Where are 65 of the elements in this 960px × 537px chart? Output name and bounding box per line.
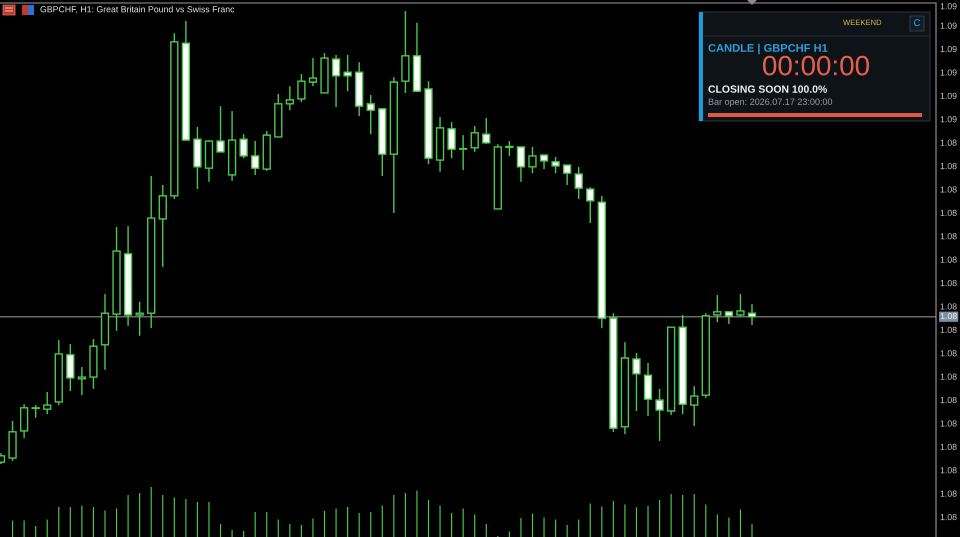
text: 1.09	[940, 22, 957, 29]
candlestick	[551, 156, 560, 174]
text: 1.08	[940, 233, 957, 240]
text: 1.09	[940, 3, 957, 10]
text: 1.08	[940, 490, 957, 497]
candlestick	[332, 54, 340, 108]
candlestick	[297, 73, 306, 103]
chart-title: GBPCHF, H1: Great Britain Pound vs Swiss Franc	[40, 6, 234, 14]
text: 1.08	[940, 444, 957, 450]
candlestick	[586, 186, 594, 224]
text: 1.08	[940, 420, 957, 427]
text: 00:00:00	[763, 56, 869, 76]
candlestick	[632, 352, 641, 412]
text: 1.08	[940, 374, 957, 380]
candlestick	[251, 140, 260, 176]
text: 1.08	[940, 326, 957, 333]
candlestick	[66, 343, 74, 392]
text: 1.09	[940, 69, 957, 76]
candlestick	[528, 146, 537, 174]
annotation: CANDLE | GBPCHF H1	[708, 44, 828, 54]
candlestick	[286, 86, 294, 111]
candlestick	[20, 404, 28, 439]
text: 1.08	[940, 280, 957, 286]
text: C	[914, 19, 920, 26]
annotation: Bar open: 2026.07.17 23:00:00	[708, 98, 832, 107]
text: 1.08	[940, 467, 957, 474]
candlestick	[655, 388, 664, 442]
text: 1.08	[940, 210, 957, 216]
candlestick	[343, 54, 352, 92]
candlestick	[78, 366, 86, 396]
candlestick	[736, 293, 745, 318]
text: 1.08	[940, 140, 957, 146]
candlestick	[308, 57, 318, 87]
text: 1.08	[940, 350, 957, 356]
candlestick	[239, 134, 248, 159]
text: 1.08	[940, 256, 957, 263]
text: 1.08	[940, 396, 957, 404]
candlestick	[574, 166, 583, 200]
candlestick	[713, 294, 722, 323]
text: 1.09	[940, 46, 957, 52]
annotation: CLOSING SOON 100.0%	[708, 85, 827, 93]
candlestick	[482, 117, 490, 145]
candlestick	[459, 134, 468, 171]
candlestick	[540, 154, 548, 170]
text: 1.08	[940, 186, 957, 193]
text: 1.09	[940, 92, 957, 99]
text: 1.09	[940, 116, 957, 122]
candlestick	[748, 303, 756, 326]
candlestick	[158, 184, 167, 268]
text: 1.08	[940, 312, 957, 320]
candlestick	[32, 404, 40, 418]
candlestick	[690, 385, 698, 427]
text: 1.08	[940, 303, 957, 310]
candlestick	[447, 121, 456, 159]
candlestick	[505, 140, 514, 157]
candlestick	[724, 311, 734, 325]
candlestick	[366, 94, 375, 135]
candlestick	[562, 164, 572, 186]
candlestick	[216, 105, 225, 153]
text: 1.08	[940, 162, 957, 170]
text: 1.08	[940, 514, 957, 520]
candlestick	[135, 301, 144, 336]
candlestick	[516, 146, 526, 182]
candlestick	[43, 391, 52, 415]
candlestick	[470, 125, 479, 153]
